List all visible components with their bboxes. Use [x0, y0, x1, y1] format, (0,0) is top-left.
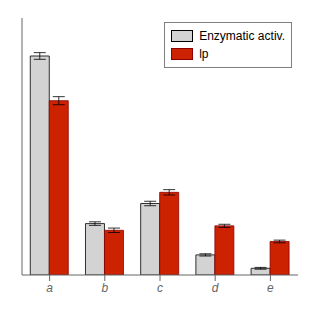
html-text:lp: lp	[199, 47, 209, 61]
svg-text:e: e	[267, 281, 274, 295]
html-text:Enzymatic activ.: Enzymatic activ.	[199, 29, 285, 43]
svg-text:c: c	[157, 281, 163, 295]
svg-text:a: a	[46, 281, 53, 295]
svg-text:b: b	[101, 281, 108, 295]
svg-text:d: d	[212, 281, 219, 295]
